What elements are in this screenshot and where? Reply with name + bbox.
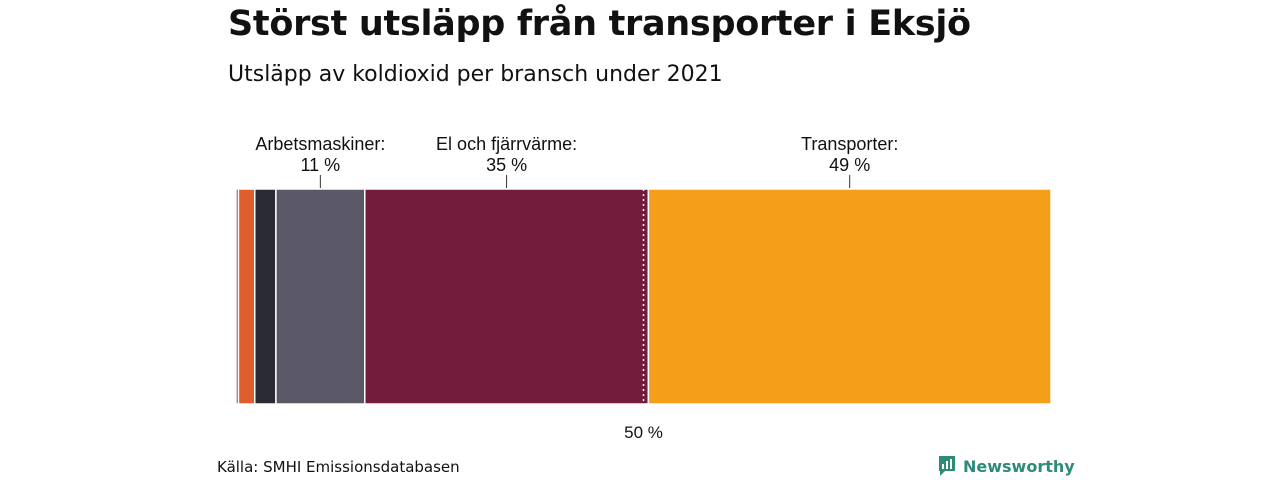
newsworthy-logo-icon <box>939 456 955 476</box>
chart-subtitle: Utsläpp av koldioxid per bransch under 2… <box>228 62 723 87</box>
segment-label-3: Arbetsmaskiner: <box>255 134 385 154</box>
segment-percent-label-5: 49 % <box>829 155 870 175</box>
reference-line-label: 50 % <box>624 423 663 442</box>
bar-segment-5 <box>647 188 1052 405</box>
newsworthy-logo: Newsworthy <box>937 455 1075 477</box>
segment-percent-label-3: 11 % <box>301 155 341 175</box>
bar-segment-1 <box>237 188 256 405</box>
segment-label-4: El och fjärrvärme: <box>436 134 577 154</box>
chart-title: Störst utsläpp från transporter i Eksjö <box>228 4 971 44</box>
bar-segment-3 <box>275 188 366 405</box>
segment-label-5: Transporter: <box>801 134 898 154</box>
newsworthy-logo-text: Newsworthy <box>963 456 1075 476</box>
bar-segment-2 <box>253 188 277 405</box>
bar-segment-4 <box>364 188 650 405</box>
segment-percent-label-4: 35 % <box>486 155 527 175</box>
source-note: Källa: SMHI Emissionsdatabasen <box>217 458 460 476</box>
